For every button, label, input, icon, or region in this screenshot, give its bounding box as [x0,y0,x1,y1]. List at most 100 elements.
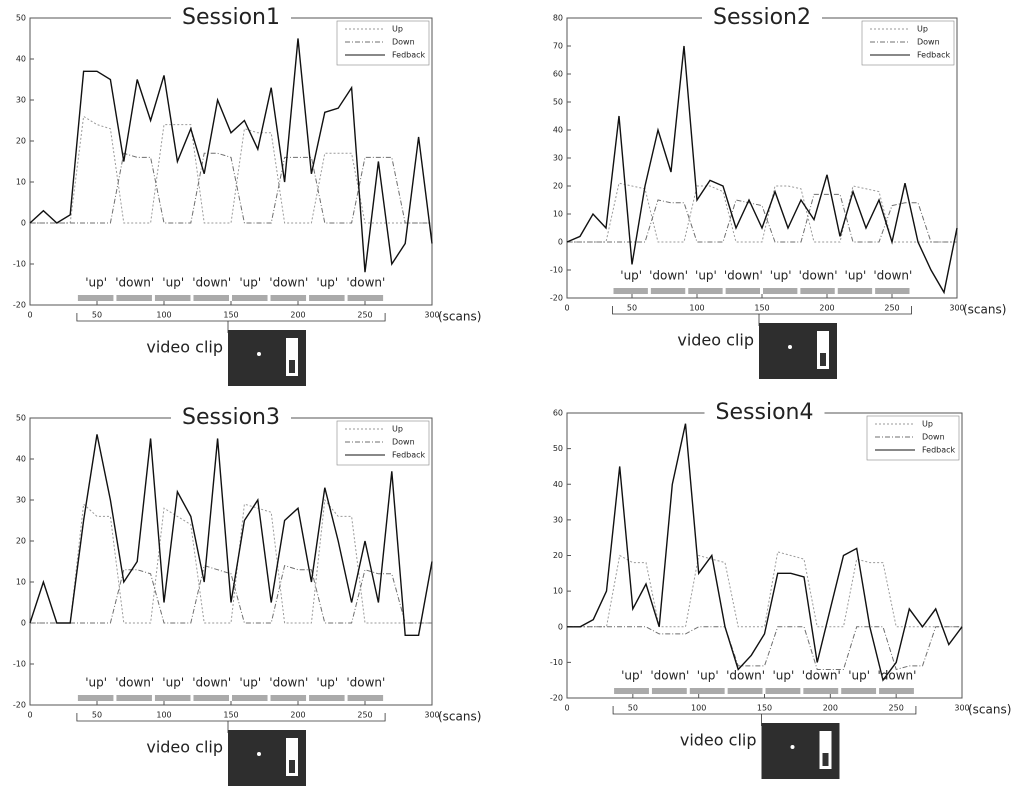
x-tick-label: 100 [691,704,706,713]
x-tick-label: 50 [92,711,102,720]
x-axis-label: (scans) [438,710,481,724]
x-tick-label: 150 [223,711,238,720]
x-tick-label: 0 [27,311,32,320]
block [879,688,914,694]
x-tick-label: 300 [424,311,439,320]
block [154,695,191,701]
video-dot [790,745,795,749]
y-tick-label: 50 [553,98,563,107]
x-tick-label: 0 [564,704,569,713]
y-tick-label: -10 [550,658,563,667]
legend-label: Down [922,433,945,442]
legend-label: Down [917,38,940,47]
block [689,688,725,694]
chart-title: Session3 [182,405,280,430]
block-label: 'down' [649,269,688,283]
y-tick-label: 60 [553,70,563,79]
block-label: 'down' [115,676,154,690]
block-label: 'down' [799,269,838,283]
x-axis-label: (scans) [968,703,1011,717]
y-tick-label: 0 [558,238,563,247]
block [803,688,839,694]
series-line [567,193,957,243]
y-tick-label: 10 [16,578,26,587]
y-tick-label: 0 [558,622,563,631]
y-tick-label: -20 [13,301,26,310]
y-tick-label: 40 [553,480,563,489]
series-line [567,423,963,682]
block [77,695,114,701]
video-bar-inner [822,753,829,766]
legend-label: Up [392,425,403,434]
block-label: 'up' [773,669,795,683]
y-tick-label: 40 [553,126,563,135]
y-tick-label: 40 [16,55,26,64]
block-label: 'down' [192,676,231,690]
x-tick-label: 150 [754,304,769,313]
y-tick-label: -20 [550,294,563,303]
block-label: 'down' [192,276,231,290]
y-tick-label: 20 [16,537,26,546]
block [613,288,648,294]
block [725,288,760,294]
x-tick-label: 200 [290,311,305,320]
block [270,695,307,701]
y-tick-label: 50 [16,14,26,23]
block-label: 'up' [316,676,338,690]
block-label: 'down' [802,669,841,683]
block [193,695,229,701]
video-dot [257,752,261,756]
block [193,295,229,301]
block-label: 'down' [346,276,385,290]
legend-label: Down [392,438,415,447]
series-line [30,152,432,224]
video-dot [257,352,261,356]
video-label: video clip [146,738,223,757]
x-tick-label: 200 [290,711,305,720]
y-tick-label: 30 [16,96,26,105]
x-tick-label: 100 [156,311,171,320]
legend-label: Up [917,25,928,34]
legend-label: Fedback [917,51,951,60]
plot-area [29,17,433,306]
block-label: 'up' [162,676,184,690]
y-tick-label: -10 [550,266,563,275]
block [270,295,307,301]
y-tick-label: 40 [16,455,26,464]
block-label: 'up' [239,676,261,690]
legend-box [336,20,430,66]
block [763,288,798,294]
block-label: 'down' [873,269,912,283]
video-label: video clip [146,338,223,357]
block-label: 'up' [239,276,261,290]
block [77,295,114,301]
legend-box [336,420,430,466]
block [347,695,384,701]
block [837,288,873,294]
block [800,288,835,294]
block-label: 'up' [316,276,338,290]
x-tick-label: 150 [223,311,238,320]
legend-label: Fedback [922,446,956,455]
chart-title: Session2 [713,5,811,30]
x-axis-label: (scans) [963,303,1006,317]
series-line [30,564,432,624]
legend-box [861,20,955,66]
block-label: 'up' [620,269,642,283]
y-tick-label: 20 [553,551,563,560]
title-bg [702,4,822,30]
x-tick-label: 300 [949,304,964,313]
block-label: 'up' [697,669,719,683]
y-tick-label: 10 [553,587,563,596]
x-tick-label: 50 [627,304,637,313]
block-label: 'up' [162,276,184,290]
block [650,288,686,294]
block-label: 'up' [85,676,107,690]
x-axis-label: (scans) [438,310,481,324]
block [727,688,763,694]
x-tick-label: 300 [424,711,439,720]
y-tick-label: 50 [16,414,26,423]
block-label: 'down' [877,669,916,683]
title-bg [704,399,825,425]
y-tick-label: 0 [21,619,26,628]
